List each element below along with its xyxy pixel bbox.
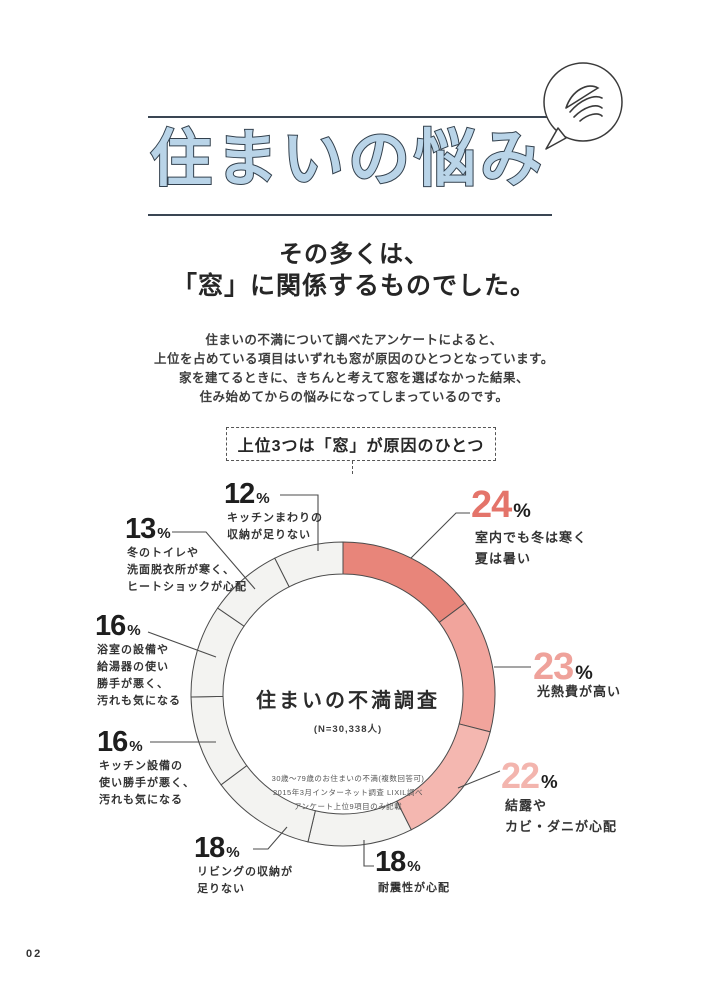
subtitle-line1: その多くは、	[279, 241, 429, 268]
segment-value-18pct: 18%	[375, 846, 421, 878]
donut-segment-24pct	[342, 541, 466, 624]
segment-value-16pct: 16%	[95, 610, 141, 642]
chart-title: 住まいの不満調査	[256, 690, 440, 712]
leader-line-24pct	[410, 512, 470, 559]
callout-label: 上位3つは「窓」が原因のひとつ	[237, 438, 485, 455]
page-title: 住まいの悩み	[149, 124, 547, 194]
segment-label-13pct: 冬のトイレや 洗面脱衣所が寒く、 ヒートショックが心配	[127, 547, 247, 593]
segment-label-16pct: 浴室の設備や 給湯器の使い 勝手が悪く、 汚れも気になる	[97, 644, 181, 707]
hand-doodle-icon	[565, 85, 603, 122]
intro-paragraph: 住まいの不満について調べたアンケートによると、 上位を占めている項目はいずれも窓…	[0, 331, 708, 407]
title-rule-bottom	[148, 214, 552, 216]
subtitle-line2: 「窓」に関係するものでした。	[171, 272, 536, 300]
speech-bubble-tail	[545, 127, 567, 150]
callout-connector-line	[352, 461, 353, 474]
footnote-line: 2015年3月インターネット調査 LIXIL調べ	[273, 788, 423, 797]
footnote-line: 30歳〜79歳のお住まいの不満(複数回答可)	[271, 774, 425, 783]
chart-sample-size: (N=30,338人)	[313, 724, 383, 735]
leader-line-16pct	[147, 631, 217, 658]
donut-segment-12pct	[274, 541, 344, 588]
intro-line: 上位を占めている項目はいずれも窓が原因のひとつとなっています。	[154, 352, 554, 366]
segment-value-18pct: 18%	[194, 832, 240, 864]
intro-line: 家を建てるときに、きちんと考えて窓を選ばなかった結果、	[178, 371, 529, 385]
page-number: 02	[26, 948, 43, 960]
leader-line-12pct	[280, 494, 319, 551]
intro-line: 住み始めてからの悩みになってしまっているのです。	[199, 390, 509, 404]
segment-value-23pct: 23%	[533, 646, 593, 688]
segment-value-12pct: 12%	[224, 478, 270, 510]
callout-box: 上位3つは「窓」が原因のひとつ	[226, 427, 496, 461]
footnote-line: アンケート上位9項目のみ記載	[293, 802, 403, 811]
chart-footnotes: 30歳〜79歳のお住まいの不満(複数回答可) 2015年3月インターネット調査 …	[148, 772, 548, 814]
segment-label-22pct: 結露や カビ・ダニが心配	[505, 798, 618, 834]
subtitle: その多くは、 「窓」に関係するものでした。	[0, 240, 708, 302]
chart-center-label: 住まいの不満調査 (N=30,338人)	[148, 684, 548, 735]
leader-line-18pct	[363, 840, 374, 867]
segment-value-22pct: 22%	[501, 755, 558, 796]
leader-line-13pct	[172, 531, 256, 590]
segment-label-16pct: キッチン設備の 使い勝手が悪く、 汚れも気になる	[99, 760, 195, 806]
leader-line-22pct	[457, 770, 501, 789]
title-rule-top	[148, 116, 548, 118]
speech-bubble-hand-icon	[543, 62, 623, 150]
segment-label-23pct: 光熱費が高い	[537, 684, 622, 699]
speech-bubble-outline	[543, 62, 623, 142]
intro-line: 住まいの不満について調べたアンケートによると、	[205, 333, 503, 347]
segment-label-12pct: キッチンまわりの 収納が足りない	[227, 512, 323, 541]
segment-value-24pct: 24%	[471, 484, 531, 526]
segment-value-16pct: 16%	[97, 726, 143, 758]
segment-label-18pct: 耐震性が心配	[378, 882, 450, 894]
segment-label-18pct: リビングの収納が 足りない	[197, 866, 293, 895]
segment-label-24pct: 室内でも冬は寒く 夏は暑い	[475, 530, 588, 566]
segment-value-13pct: 13%	[125, 513, 171, 545]
leader-line-18pct	[253, 826, 288, 850]
